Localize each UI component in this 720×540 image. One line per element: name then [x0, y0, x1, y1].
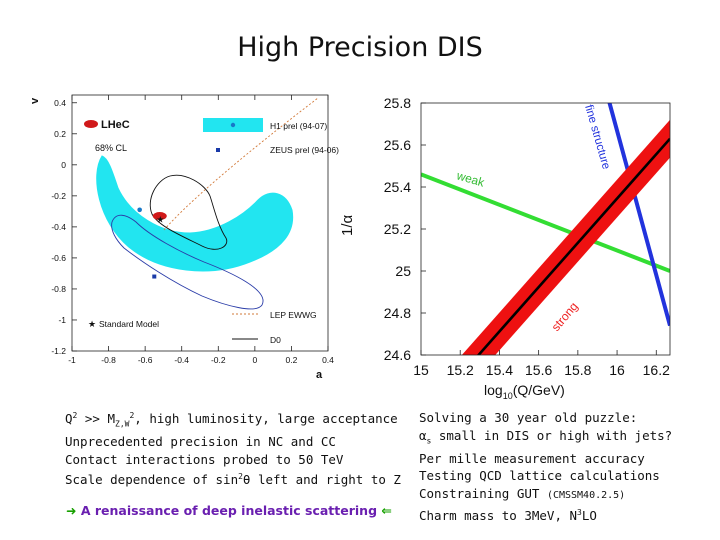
right-y-axis-title: 1/α: [339, 214, 356, 236]
zeus-legend-marker: [216, 148, 220, 152]
left-arrow-icon: ⇐: [381, 503, 392, 518]
right-y-tick-label: 25.4: [384, 179, 411, 195]
strong-band: [461, 119, 670, 355]
lep-ewwg-line: [163, 97, 319, 231]
cl-label: 68% CL: [95, 143, 127, 153]
left-y-tick-label: -1.2: [51, 346, 66, 356]
zeus-legend-label: ZEUS prel (94-06): [270, 145, 339, 155]
left-bullets: Q2 >> MZ,W2, high luminosity, large acce…: [65, 407, 401, 489]
left-y-tick-label: -0.2: [51, 191, 66, 201]
right-arrow-icon: ➜: [66, 503, 77, 518]
left-x-tick-label: 0: [252, 355, 257, 365]
strong-label: strong: [549, 299, 581, 334]
h1-legend-marker: [230, 122, 236, 128]
d0-legend-label: D0: [270, 335, 281, 345]
fine-structure-label: fine structure: [582, 104, 612, 171]
h1-point: [137, 207, 142, 213]
left-line-4: Scale dependence of sin2θ left and right…: [65, 472, 401, 488]
h1-legend-label: H1 prel (94-07): [270, 121, 327, 131]
left-line-1: Q2 >> MZ,W2, high luminosity, large acce…: [65, 411, 398, 429]
left-x-tick-label: -0.2: [211, 355, 226, 365]
right-x-tick-label: 15.2: [447, 362, 474, 378]
standard-model-point: ★: [156, 215, 164, 225]
right-y-tick-label: 25: [395, 263, 411, 279]
left-y-tick-label: -0.8: [51, 284, 66, 294]
strong-line: [476, 137, 670, 355]
right-line-5: Constraining GUT (CMSSM40.2.5): [419, 485, 626, 501]
right-y-tick-label: 25.2: [384, 221, 411, 237]
lep-legend-label: LEP EWWG: [270, 310, 317, 320]
lhec-point: [152, 212, 167, 221]
right-plot-frame: [420, 102, 671, 356]
right-y-tick-label: 25.6: [384, 137, 411, 153]
left-x-tick-label: -1: [68, 355, 76, 365]
left-y-tick-label: 0: [61, 160, 66, 170]
right-x-tick-label: 16: [609, 362, 625, 378]
left-x-tick-label: -0.8: [101, 355, 116, 365]
left-line-2: Unprecedented precision in NC and CC: [65, 434, 336, 450]
right-line-3: Per mille measurement accuracy: [419, 450, 645, 466]
zeus-point: [152, 274, 157, 279]
sm-legend-label: Standard Model: [99, 319, 159, 329]
right-line-1: Solving a 30 year old puzzle:: [419, 410, 638, 425]
right-x-tick-label: 15: [413, 362, 429, 378]
left-line-3: Contact interactions probed to 50 TeV: [65, 451, 344, 467]
left-x-tick-label: -0.6: [138, 355, 153, 365]
right-x-tick-label: 15.8: [564, 362, 591, 378]
left-y-tick-label: -0.4: [51, 222, 66, 232]
right-y-tick-label: 25.8: [384, 95, 411, 111]
left-y-tick-label: -1: [58, 315, 66, 325]
left-x-tick-label: 0.2: [286, 355, 298, 365]
d0-contour: [111, 214, 264, 310]
right-line-4: Testing QCD lattice calculations: [419, 468, 660, 483]
left-y-axis-title: v: [29, 97, 41, 104]
right-x-axis-title: log10(Q/GeV): [484, 382, 565, 401]
right-x-tick-label: 15.4: [486, 362, 513, 378]
h1-allowed-band: [96, 155, 294, 272]
sm-legend-star: ★: [88, 319, 96, 329]
lep-contour: [149, 174, 228, 250]
left-y-tick-label: 0.2: [54, 129, 66, 139]
plot-frame: [71, 94, 329, 352]
left-x-tick-label: -0.4: [174, 355, 189, 365]
left-y-tick-label: -0.6: [51, 253, 66, 263]
right-line-2: αs small in DIS or high with jets?: [419, 427, 673, 446]
left-y-tick-label: 0.4: [54, 98, 66, 108]
right-y-tick-label: 24.6: [384, 347, 411, 363]
right-x-tick-label: 15.6: [525, 362, 552, 378]
lhec-legend-marker: [84, 120, 98, 128]
left-x-axis-title: a: [316, 369, 323, 381]
fine-structure-line: [607, 103, 670, 327]
right-bullets: Solving a 30 year old puzzle: αs small i…: [419, 409, 709, 525]
right-y-tick-label: 24.8: [384, 305, 411, 321]
weak-label: weak: [454, 168, 487, 190]
left-x-tick-label: 0.4: [322, 355, 334, 365]
lhec-legend-label: LHeC: [101, 119, 130, 131]
renaissance-tagline: ➜ A renaissance of deep inelastic scatte…: [66, 503, 392, 518]
right-line-6: Charm mass to 3MeV, N3LO: [419, 508, 597, 524]
weak-line: [421, 172, 670, 273]
right-x-tick-label: 16.2: [643, 362, 670, 378]
slide-title: High Precision DIS: [237, 32, 483, 63]
